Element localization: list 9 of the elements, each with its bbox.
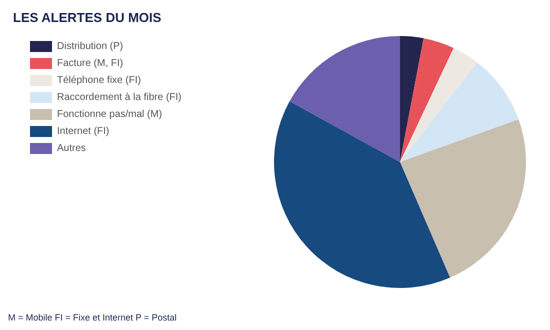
legend-label: Téléphone fixe (FI) [57,75,141,86]
legend-label: Autres [57,143,86,154]
legend-label: Fonctionne pas/mal (M) [57,109,162,120]
legend-label: Raccordement à la fibre (FI) [57,92,182,103]
legend-label: Facture (M, FI) [57,58,124,69]
chart-title: LES ALERTES DU MOIS [13,10,162,25]
legend-label: Internet (FI) [57,126,110,137]
text: M = Mobile FI = Fixe et Internet P = Postal [8,312,177,322]
legend-label: Distribution (P) [57,41,124,52]
